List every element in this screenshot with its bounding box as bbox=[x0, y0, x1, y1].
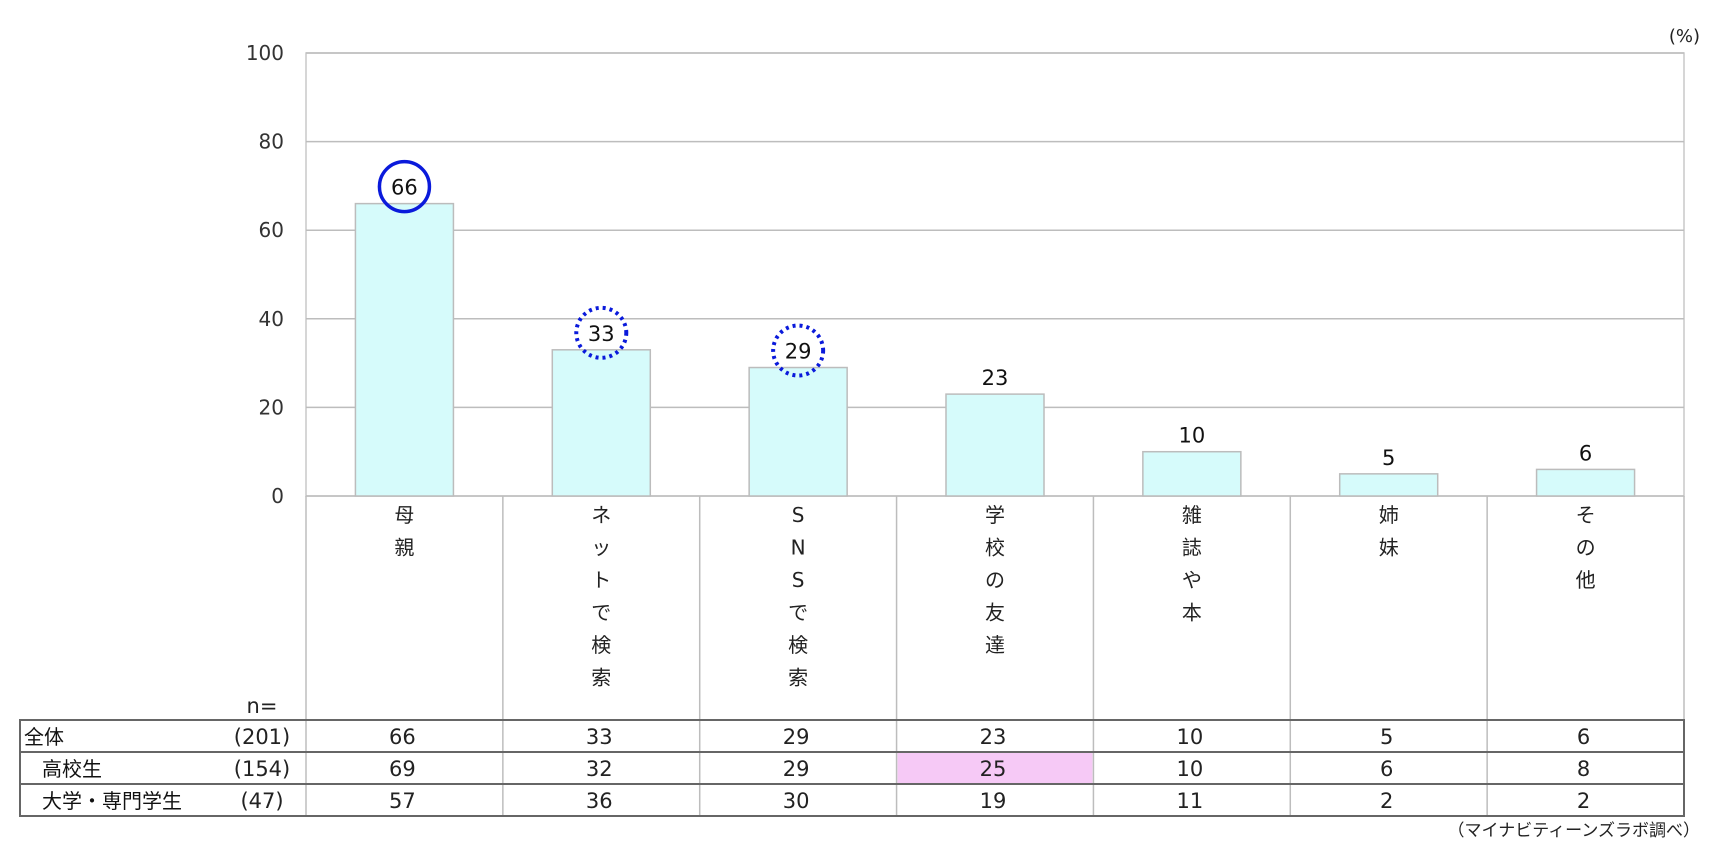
table-cell: 2 bbox=[1380, 789, 1393, 813]
bar bbox=[1142, 450, 1242, 497]
category-label: 雑誌や本 bbox=[1182, 503, 1202, 625]
table-row: 大学・専門学生 (47) 57 36 30 19 11 2 2 bbox=[42, 789, 1590, 813]
data-label: 5 bbox=[1382, 446, 1395, 470]
y-tick-label: 0 bbox=[271, 484, 284, 508]
unit-label: (%) bbox=[1669, 26, 1700, 47]
bar bbox=[1535, 468, 1636, 497]
data-label: 6 bbox=[1579, 441, 1592, 465]
y-tick-label: 80 bbox=[259, 130, 284, 154]
table-cell: 8 bbox=[1577, 757, 1590, 781]
table-cell: 66 bbox=[389, 725, 416, 749]
bars bbox=[354, 202, 1636, 497]
table-row-n: (47) bbox=[240, 789, 283, 813]
table-cell: 5 bbox=[1380, 725, 1393, 749]
table-cell: 6 bbox=[1577, 725, 1590, 749]
data-label: 23 bbox=[982, 366, 1009, 390]
y-tick-label: 40 bbox=[259, 307, 284, 331]
highlight-dotted-circle bbox=[771, 323, 826, 378]
highlight-dotted-circle bbox=[574, 305, 629, 360]
y-axis: 0 20 40 60 80 100 bbox=[246, 41, 284, 508]
gridlines bbox=[305, 52, 1685, 816]
category-label: 母親 bbox=[394, 503, 414, 560]
table-cell: 29 bbox=[783, 725, 810, 749]
table-cell: 57 bbox=[389, 789, 416, 813]
table-row-name: 全体 bbox=[24, 725, 64, 749]
table-row: 全体 (201) 66 33 29 23 10 5 6 bbox=[24, 725, 1590, 749]
data-labels: 66 33 29 23 10 5 6 bbox=[377, 159, 1592, 470]
table-cell: 32 bbox=[586, 757, 613, 781]
table-frame bbox=[19, 719, 1685, 817]
table-row-name: 高校生 bbox=[42, 757, 102, 781]
table-cell: 69 bbox=[389, 757, 416, 781]
highlight-circle bbox=[377, 159, 432, 214]
table-row: 高校生 (154) 69 32 29 25 10 6 8 bbox=[42, 757, 1590, 781]
highlight-cell bbox=[897, 753, 1093, 783]
category-label: S N S で検索 bbox=[788, 503, 808, 690]
category-labels: 母親 ネットで検索 S N S で検索 学校の友達 雑誌や本 姉妹 その他 bbox=[394, 503, 1595, 690]
bar bbox=[551, 349, 652, 497]
table-cell: 10 bbox=[1176, 757, 1203, 781]
bar bbox=[945, 393, 1045, 497]
category-label: その他 bbox=[1576, 503, 1596, 592]
y-tick-label: 60 bbox=[259, 218, 284, 242]
bar bbox=[748, 366, 848, 497]
table-cell: 29 bbox=[783, 757, 810, 781]
data-label: 10 bbox=[1178, 424, 1205, 448]
category-label: 姉妹 bbox=[1379, 503, 1399, 560]
table-cell: 6 bbox=[1380, 757, 1393, 781]
n-header: n= bbox=[247, 694, 278, 718]
table-row-n: (154) bbox=[234, 757, 290, 781]
y-tick-label: 100 bbox=[246, 41, 284, 65]
table-cell: 19 bbox=[980, 789, 1007, 813]
data-label: 66 bbox=[391, 176, 418, 200]
table-cell: 10 bbox=[1176, 725, 1203, 749]
table-cell: 25 bbox=[980, 757, 1007, 781]
category-label: 学校の友達 bbox=[985, 503, 1005, 657]
table-row-n: (201) bbox=[234, 725, 290, 749]
data-label: 33 bbox=[588, 322, 615, 346]
data-label: 29 bbox=[785, 340, 812, 364]
bar bbox=[354, 202, 455, 497]
table-cell: 36 bbox=[586, 789, 613, 813]
table-cell: 2 bbox=[1577, 789, 1590, 813]
data-table: n= 全体 (201) 66 33 29 23 10 5 6 高校生 (154) 69 32 29 25 10 6… bbox=[19, 694, 1685, 817]
source-note: （マイナビティーンズラボ調べ） bbox=[1448, 821, 1700, 841]
table-cell: 33 bbox=[586, 725, 613, 749]
y-tick-label: 20 bbox=[259, 395, 284, 419]
table-cell: 23 bbox=[980, 725, 1007, 749]
table-row-name: 大学・専門学生 bbox=[42, 789, 182, 813]
table-cell: 30 bbox=[783, 789, 810, 813]
table-cell: 11 bbox=[1176, 789, 1203, 813]
bar bbox=[1338, 473, 1439, 497]
category-label: ネットで検索 bbox=[591, 503, 611, 690]
